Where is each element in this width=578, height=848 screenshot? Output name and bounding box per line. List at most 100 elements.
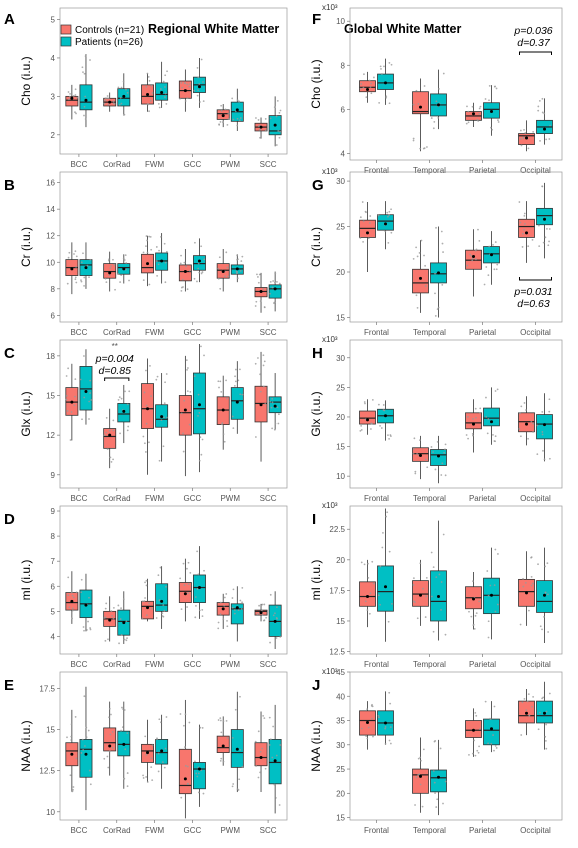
mean-marker [235,606,239,610]
data-point [79,378,82,381]
data-point [485,416,488,418]
y-tick-label: 25 [336,223,345,232]
mean-marker [197,259,201,263]
data-point [179,577,182,580]
mean-marker [183,270,187,274]
data-point [185,265,188,268]
data-point [388,210,391,213]
data-point [117,86,120,89]
data-point [519,412,521,415]
data-point [360,429,363,431]
data-point [163,766,166,769]
x-tick-label: Occipital [520,166,551,175]
x-tick-label: GCC [184,660,202,669]
box-controls [465,572,482,630]
p-value: p=0.036 [513,25,552,37]
mean-marker [384,721,387,725]
y-tick-label: 12.5 [329,648,345,657]
data-point [124,268,127,271]
data-point [541,111,544,114]
box-iqr [79,84,93,111]
data-point [278,136,281,139]
mean-marker [437,103,440,107]
mean-marker [273,619,277,623]
y-tick-label: 15 [336,313,345,322]
data-point [158,106,161,109]
data-point [537,109,540,112]
x-tick-label: BCC [70,826,87,835]
x-tick-label: Parietal [469,166,496,175]
data-point [528,714,531,717]
data-point [234,609,236,611]
data-point [146,239,149,242]
data-point [271,756,274,759]
data-point [367,726,370,729]
data-point [522,577,524,580]
data-point [201,271,204,273]
data-point [107,766,110,769]
data-point [109,733,112,736]
box-controls [141,235,154,287]
data-point [158,459,161,462]
data-point [165,373,168,375]
mean-marker [259,756,263,760]
data-point [272,725,275,728]
data-point [75,255,78,258]
data-point [367,562,369,565]
box-iqr [155,583,169,612]
box-controls [216,716,230,766]
data-point [484,98,487,100]
y-tick-label: 20 [336,789,345,798]
mean-marker [273,123,277,127]
data-point [442,802,444,805]
y-tick-label: 35 [336,717,345,726]
data-point [532,431,534,433]
data-point [537,105,540,108]
data-point [71,609,74,612]
data-point [536,424,539,427]
data-point [186,567,188,570]
y-tick-label: 8 [51,532,56,541]
data-point [200,453,203,456]
box-controls [178,699,192,819]
mean-marker [146,92,150,96]
data-point [84,55,87,57]
data-point [444,474,447,477]
box-patients [536,97,553,145]
data-point [124,254,127,257]
data-point [203,258,206,261]
data-point [142,774,144,777]
data-point [75,112,77,115]
data-point [150,84,153,87]
data-point [197,262,200,265]
data-point [111,746,114,749]
data-point [497,553,499,555]
data-point [151,92,154,94]
data-point [196,67,199,69]
data-point [223,440,226,443]
mean-marker [437,271,440,275]
data-point [150,607,153,610]
y-tick-label: 7 [51,557,56,566]
data-point [219,613,222,616]
data-point [112,419,115,422]
data-point [225,593,228,595]
box-controls [359,71,376,103]
significance-stars: ** [112,342,118,351]
data-point [197,89,200,92]
data-point [270,406,273,409]
data-point [119,281,122,283]
mean-marker [183,777,187,781]
data-point [274,796,277,799]
box-iqr [79,739,93,778]
data-point [489,717,491,720]
data-point [430,446,433,448]
data-point [110,713,112,716]
box-patients [430,69,447,130]
data-point [474,754,477,757]
data-point [84,745,86,747]
data-point [386,215,389,218]
panel-title: Regional White Matter [148,22,279,36]
data-point [269,738,272,741]
data-point [83,276,86,279]
